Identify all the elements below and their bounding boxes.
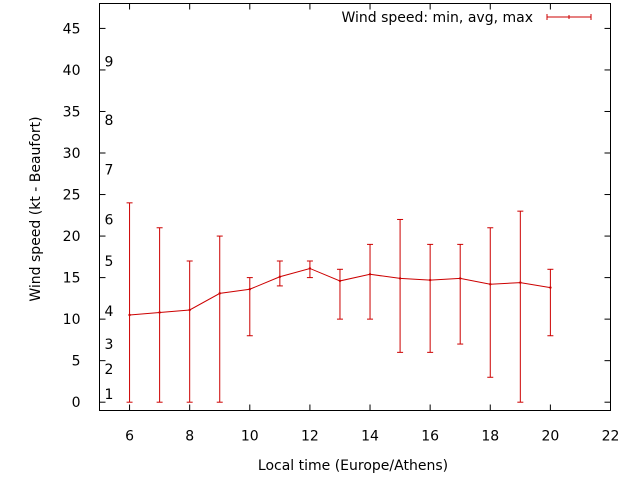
chart-marks xyxy=(126,202,554,403)
x-tick-label: 6 xyxy=(125,429,134,445)
x-tick-label: 18 xyxy=(481,429,499,445)
avg-point xyxy=(338,279,342,283)
y-tick-label: 40 xyxy=(63,63,81,79)
x-tick-label: 10 xyxy=(241,429,259,445)
avg-point xyxy=(158,311,161,314)
beaufort-label: 5 xyxy=(105,254,114,270)
y-tick-label: 35 xyxy=(63,104,81,120)
beaufort-label: 2 xyxy=(105,362,114,378)
avg-point xyxy=(278,275,282,278)
y-tick-label: 45 xyxy=(63,21,81,37)
avg-point xyxy=(428,278,432,282)
avg-point xyxy=(459,277,462,280)
x-tick-label: 20 xyxy=(541,429,559,445)
avg-point xyxy=(308,267,312,270)
x-tick-label: 8 xyxy=(185,429,194,445)
beaufort-label: 9 xyxy=(105,55,114,71)
avg-point xyxy=(248,288,251,291)
legend-label: Wind speed: min, avg, max xyxy=(341,10,533,26)
avg-point xyxy=(128,313,131,317)
y-tick-label: 25 xyxy=(63,188,81,204)
avg-point xyxy=(489,283,492,286)
beaufort-label: 4 xyxy=(105,304,114,320)
y-tick-label: 20 xyxy=(63,229,81,245)
avg-point xyxy=(398,277,402,280)
beaufort-label: 7 xyxy=(105,163,114,179)
avg-point xyxy=(549,286,552,289)
y-tick-label: 15 xyxy=(63,271,81,287)
x-tick-label: 22 xyxy=(602,429,620,445)
x-axis-label: Local time (Europe/Athens) xyxy=(258,458,448,474)
y-tick-label: 10 xyxy=(63,312,81,328)
beaufort-label: 8 xyxy=(105,113,114,129)
avg-point xyxy=(519,281,522,284)
beaufort-label: 1 xyxy=(105,387,114,403)
plot-frame xyxy=(99,3,611,411)
y-tick-label: 30 xyxy=(63,146,81,162)
x-tick-label: 12 xyxy=(301,429,319,445)
legend: Wind speed: min, avg, max xyxy=(341,10,592,26)
x-tick-label: 14 xyxy=(361,429,379,445)
y-tick-label: 5 xyxy=(72,354,81,370)
y-tick-label: 0 xyxy=(72,395,81,411)
avg-point xyxy=(368,273,372,276)
beaufort-label: 6 xyxy=(105,212,114,228)
beaufort-label: 3 xyxy=(105,337,114,353)
avg-point xyxy=(218,292,221,295)
y-axis-label: Wind speed (kt - Beaufort) xyxy=(28,116,44,301)
x-tick-label: 16 xyxy=(421,429,439,445)
avg-point xyxy=(188,308,191,312)
